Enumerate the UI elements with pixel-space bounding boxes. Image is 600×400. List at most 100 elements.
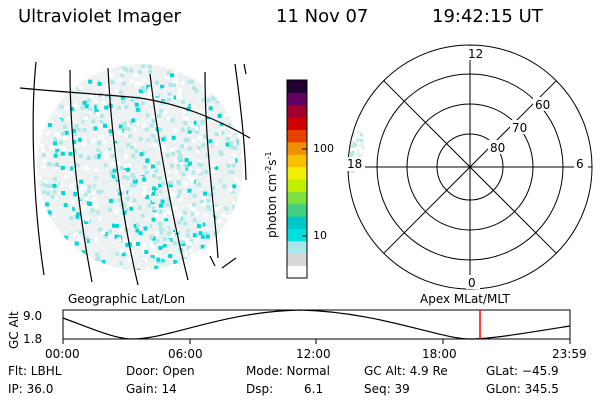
aurora-pixel — [112, 168, 117, 173]
aurora-pixel — [54, 181, 59, 186]
polar-aurora-pixel — [361, 147, 365, 151]
aurora-pixel — [142, 123, 147, 128]
aurora-pixel — [174, 71, 179, 75]
aurora-pixel — [163, 110, 168, 115]
aurora-pixel — [97, 249, 102, 254]
aurora-pixel — [54, 165, 59, 170]
aurora-pixel — [205, 91, 210, 96]
aurora-pixel — [187, 132, 192, 136]
aurora-pixel — [178, 257, 183, 262]
aurora-pixel — [130, 145, 135, 150]
aurora-pixel — [230, 170, 235, 175]
aurora-pixel — [70, 107, 75, 111]
aurora-pixel — [217, 189, 222, 194]
aurora-pixel — [82, 185, 87, 190]
aurora-pixel — [240, 154, 243, 159]
aurora-pixel — [187, 161, 192, 166]
polar-label-6: 6 — [576, 157, 584, 171]
aurora-pixel — [98, 227, 103, 232]
aurora-pixel — [191, 170, 196, 175]
aurora-pixel — [140, 213, 145, 218]
aurora-pixel — [64, 130, 69, 135]
aurora-pixel — [163, 229, 168, 234]
aurora-pixel — [234, 201, 239, 206]
aurora-pixel — [219, 151, 224, 156]
aurora-pixel — [148, 105, 153, 110]
aurora-pixel — [231, 158, 236, 163]
aurora-pixel — [229, 159, 233, 164]
aurora-pixel — [149, 235, 154, 240]
altitude-curve — [62, 309, 571, 340]
aurora-pixel — [94, 107, 99, 112]
aurora-pixel — [97, 216, 102, 221]
aurora-pixel — [162, 117, 167, 122]
aurora-pixel — [176, 194, 181, 199]
aurora-pixel — [93, 155, 98, 160]
aurora-pixel — [204, 101, 209, 106]
aurora-pixel — [77, 101, 82, 105]
info-glat: GLat: −45.9 — [486, 364, 559, 378]
aurora-pixel — [46, 191, 51, 196]
aurora-pixel — [45, 202, 50, 207]
aurora-pixel — [224, 121, 228, 126]
aurora-pixel — [53, 137, 58, 141]
aurora-pixel — [120, 165, 124, 170]
aurora-pixel — [201, 143, 206, 148]
colorbar-segment — [287, 104, 307, 118]
aurora-pixel — [136, 234, 141, 239]
aurora-pixel — [209, 243, 214, 248]
aurora-pixel — [69, 216, 74, 221]
aurora-pixel — [138, 137, 143, 142]
aurora-pixel — [52, 118, 57, 122]
aurora-pixel — [129, 138, 134, 143]
aurora-pixel — [144, 250, 149, 254]
aurora-pixel — [118, 150, 123, 154]
aurora-pixel — [186, 251, 191, 255]
aurora-pixel — [44, 180, 49, 185]
aurora-pixel — [166, 71, 171, 76]
aurora-pixel — [161, 88, 166, 93]
aurora-pixel — [204, 185, 209, 190]
aurora-pixel — [178, 94, 183, 99]
aurora-pixel — [200, 234, 205, 239]
aurora-pixel — [165, 153, 170, 158]
aurora-pixel — [195, 179, 200, 184]
aurora-pixel — [187, 146, 192, 151]
aurora-pixel — [215, 101, 220, 105]
aurora-pixel — [167, 92, 172, 97]
aurora-pixel — [217, 224, 222, 229]
aurora-pixel — [170, 199, 175, 204]
aurora-pixel — [178, 131, 182, 136]
aurora-pixel — [102, 195, 107, 200]
aurora-pixel — [153, 74, 158, 79]
aurora-pixel — [192, 138, 197, 143]
aurora-pixel — [57, 118, 62, 123]
aurora-pixel — [180, 239, 185, 244]
aurora-pixel — [83, 120, 88, 125]
aurora-pixel — [84, 116, 89, 120]
polar-aurora-pixel — [360, 145, 364, 149]
polar-aurora-pixel — [350, 153, 354, 157]
aurora-pixel — [217, 114, 222, 119]
aurora-pixel — [184, 239, 189, 243]
aurora-pixel — [125, 96, 130, 101]
aurora-pixel — [121, 70, 126, 74]
aurora-pixel — [202, 197, 207, 202]
aurora-pixel — [120, 95, 125, 100]
aurora-pixel — [70, 99, 75, 104]
aurora-pixel — [113, 183, 117, 188]
aurora-pixel — [124, 238, 129, 243]
aurora-pixel — [87, 211, 92, 216]
aurora-pixel — [99, 114, 104, 118]
aurora-pixel — [148, 90, 153, 95]
aurora-pixel — [225, 185, 230, 189]
colorbar-segment — [287, 216, 307, 229]
polar-aurora-pixel — [356, 130, 360, 134]
aurora-pixel — [142, 242, 147, 247]
aurora-pixel — [155, 69, 160, 74]
aurora-pixel — [122, 164, 127, 169]
aurora-pixel — [194, 253, 199, 258]
aurora-pixel — [162, 244, 167, 249]
aurora-pixel — [131, 241, 136, 246]
aurora-pixel — [74, 241, 79, 246]
